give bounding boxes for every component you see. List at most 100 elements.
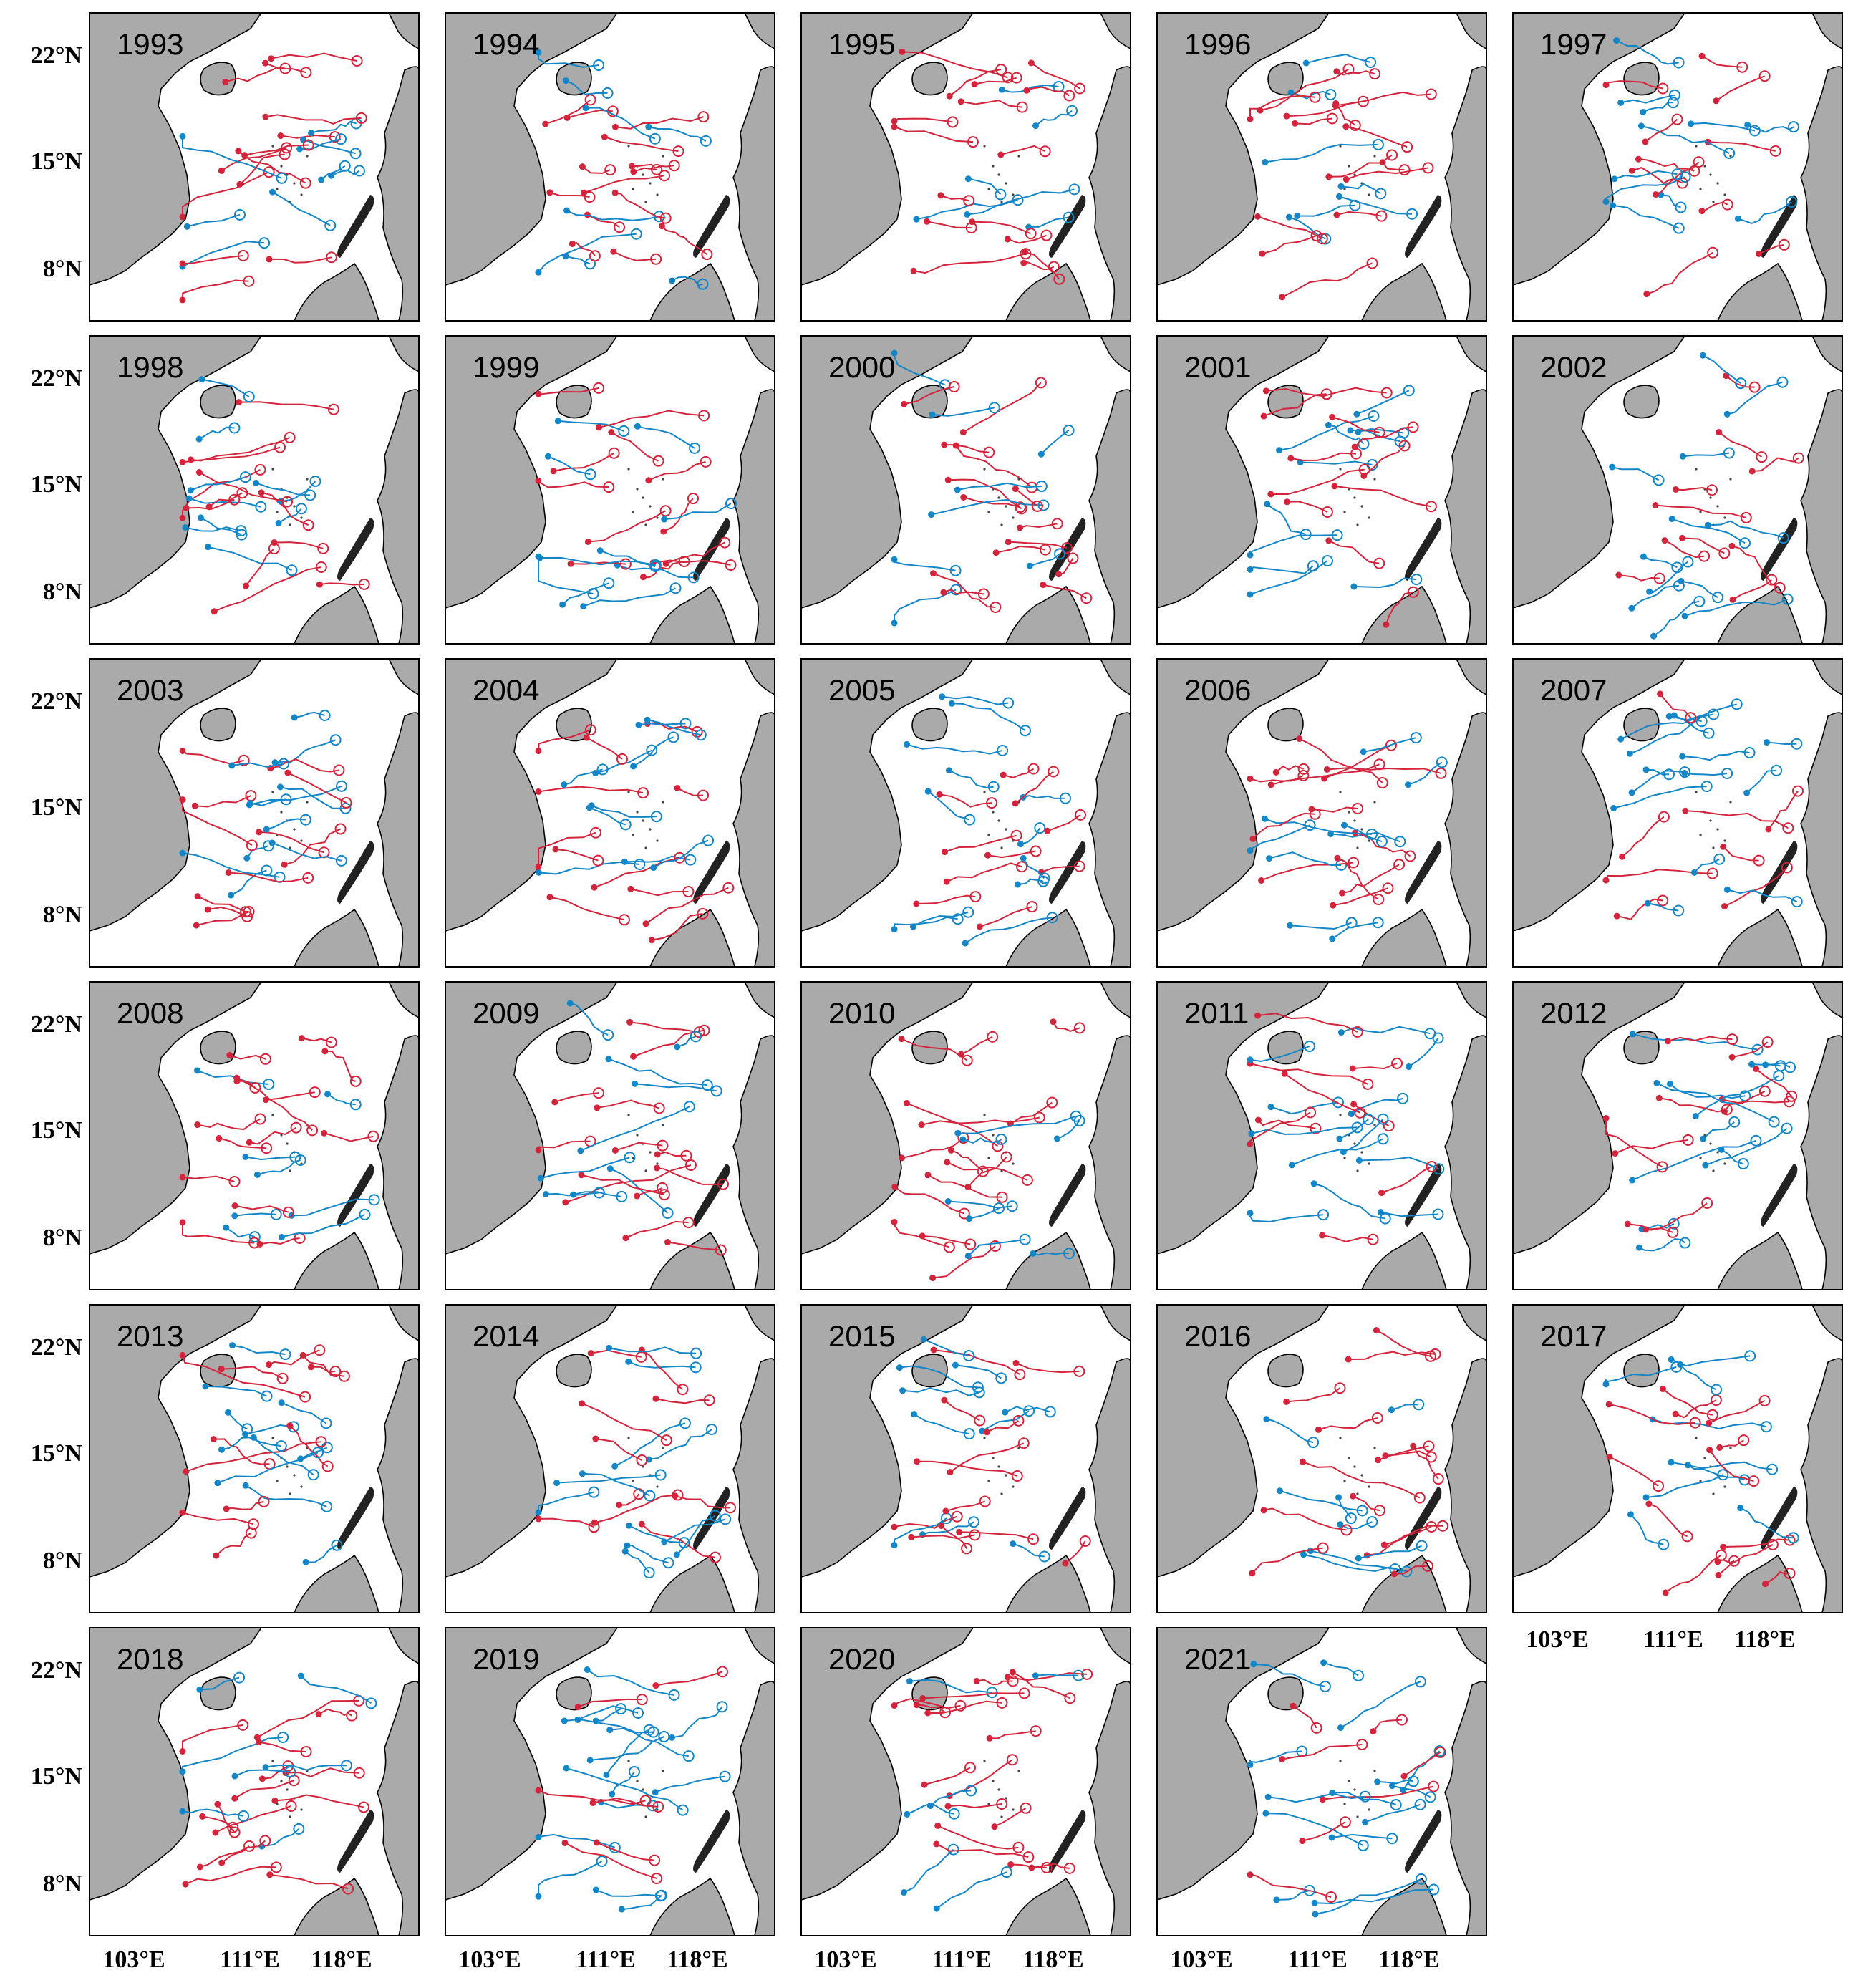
- track-start-marker: [619, 819, 632, 831]
- track-warm: [1295, 117, 1332, 125]
- track-end-marker: [661, 516, 668, 523]
- track-end-marker: [1337, 1724, 1344, 1732]
- track-start-marker: [1721, 198, 1733, 211]
- track-warm: [1249, 95, 1315, 120]
- track-end-marker: [1325, 537, 1332, 544]
- track-start-marker: [1021, 1174, 1033, 1186]
- track-warm: [1263, 1507, 1347, 1531]
- track-cold: [1356, 390, 1410, 415]
- track-cold: [932, 407, 995, 417]
- track-cold: [231, 762, 284, 768]
- track-start-marker: [963, 1350, 975, 1362]
- track-start-marker: [962, 906, 974, 918]
- track-end-marker: [179, 458, 186, 465]
- track-start-marker: [1673, 579, 1685, 592]
- track-end-marker: [591, 884, 598, 891]
- track-start-marker: [336, 780, 348, 792]
- track-warm: [916, 1704, 946, 1713]
- track-end-marker: [1337, 1029, 1345, 1036]
- track-start-marker: [1363, 1114, 1375, 1126]
- track-start-marker: [1693, 156, 1705, 168]
- track-start-marker: [1791, 738, 1803, 750]
- track-warm: [258, 1741, 306, 1752]
- track-start-marker: [321, 1500, 333, 1512]
- track-end-marker: [1350, 583, 1358, 590]
- latitude-tick-label: 8°N: [43, 902, 83, 928]
- track-warm: [234, 1780, 295, 1800]
- track-end-marker: [276, 783, 284, 791]
- track-start-marker: [280, 793, 292, 806]
- track-warm: [901, 1038, 968, 1061]
- track-cold: [187, 213, 241, 228]
- track-cold: [200, 517, 242, 536]
- track-end-marker: [937, 192, 944, 199]
- longitude-tick-label: 118°E: [1022, 1946, 1083, 1973]
- track-end-marker: [1650, 632, 1658, 640]
- track-end-marker: [1333, 211, 1340, 218]
- track-cold: [1408, 761, 1443, 786]
- track-start-marker: [1657, 82, 1669, 95]
- track-warm: [1263, 393, 1327, 417]
- track-end-marker: [1617, 99, 1625, 106]
- track-cold: [245, 1485, 327, 1507]
- track-start-marker: [279, 1348, 291, 1361]
- track-end-marker: [1263, 1416, 1270, 1423]
- track-start-marker: [353, 1767, 365, 1779]
- track-warm: [990, 1730, 1036, 1740]
- track-end-marker: [1296, 735, 1303, 743]
- track-end-marker: [1299, 1838, 1306, 1845]
- track-start-marker: [1380, 387, 1393, 399]
- track-warm: [221, 1366, 284, 1379]
- year-label: 2009: [473, 996, 539, 1030]
- track-cold: [1305, 53, 1371, 64]
- track-start-marker: [964, 1238, 977, 1250]
- track-cold: [914, 1413, 969, 1435]
- track-warm: [1031, 1863, 1070, 1869]
- track-start-marker: [1367, 1233, 1379, 1245]
- track-start-marker: [1034, 822, 1046, 834]
- track-end-marker: [1342, 175, 1350, 183]
- track-cold: [556, 1474, 661, 1484]
- track-end-marker: [959, 429, 967, 436]
- track-warm: [596, 1841, 655, 1861]
- track-start-marker: [584, 191, 596, 203]
- track-end-marker: [242, 1482, 249, 1489]
- track-end-marker: [535, 1509, 542, 1516]
- track-start-marker: [608, 447, 620, 459]
- track-start-marker: [654, 1469, 667, 1481]
- track-end-marker: [1299, 1458, 1306, 1465]
- track-cold: [573, 1191, 622, 1197]
- track-warm: [1322, 1234, 1373, 1242]
- track-warm: [265, 114, 362, 125]
- track-end-marker: [1247, 1210, 1254, 1217]
- track-cold: [1653, 600, 1700, 637]
- longitude-tick-label: 111°E: [1287, 1946, 1348, 1973]
- track-end-marker: [914, 1458, 921, 1465]
- track-end-marker: [1053, 1135, 1060, 1142]
- eddy-tracks: [891, 693, 1087, 947]
- track-start-marker: [349, 1075, 362, 1087]
- track-warm: [538, 1790, 646, 1805]
- eddy-tracks: [179, 1671, 377, 1895]
- track-cold: [1683, 452, 1730, 458]
- track-end-marker: [1258, 877, 1265, 884]
- latitude-tick-label: 22°N: [31, 1334, 83, 1361]
- track-cold: [1266, 1418, 1314, 1444]
- track-start-marker: [274, 441, 286, 453]
- track-warm: [1337, 857, 1379, 900]
- track-start-marker: [974, 1414, 986, 1427]
- track-cold: [1253, 1663, 1326, 1687]
- track-warm: [1723, 1538, 1790, 1548]
- panel-2019: 2019: [445, 1627, 775, 1936]
- track-end-marker: [964, 1253, 972, 1260]
- track-warm: [948, 1803, 1002, 1809]
- track-end-marker: [1347, 427, 1354, 434]
- track-start-marker: [321, 1442, 333, 1454]
- track-start-marker: [1791, 896, 1803, 908]
- track-start-marker: [1035, 377, 1047, 389]
- track-end-marker: [1362, 1818, 1369, 1825]
- track-end-marker: [1062, 1560, 1069, 1567]
- track-cold: [904, 1848, 954, 1893]
- track-end-marker: [250, 1434, 257, 1441]
- track-warm: [284, 828, 341, 866]
